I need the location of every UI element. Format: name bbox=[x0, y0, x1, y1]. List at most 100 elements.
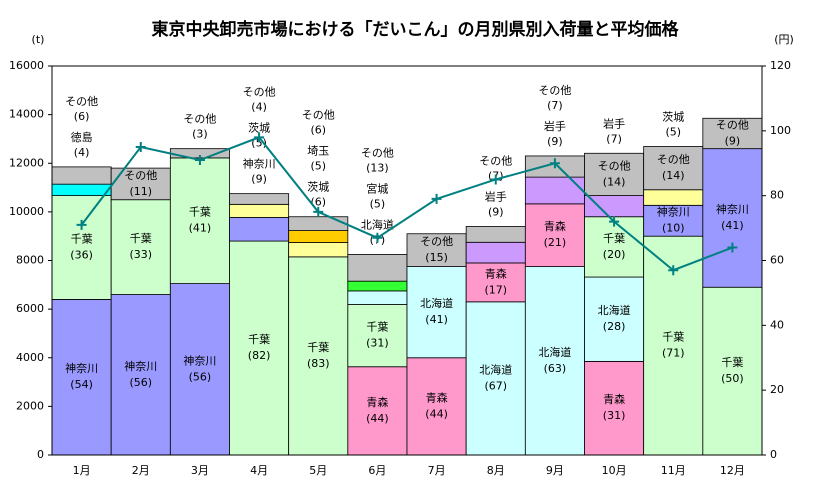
price-marker bbox=[727, 242, 738, 253]
y2-tick-label: 100 bbox=[770, 124, 791, 137]
x-tick-label: 10月 bbox=[602, 464, 627, 477]
bar-segment bbox=[229, 240, 290, 456]
x-tick-label: 11月 bbox=[661, 464, 686, 477]
y-tick-label: 4000 bbox=[16, 351, 44, 364]
segment-name: 青森 bbox=[603, 392, 625, 406]
y-tick-label: 0 bbox=[37, 448, 44, 461]
bar-segment bbox=[584, 195, 645, 218]
segment-share: (67) bbox=[484, 379, 507, 392]
segment-name: 青森 bbox=[485, 266, 507, 280]
segment-name: 岩手 bbox=[603, 116, 625, 130]
segment-share: (7) bbox=[606, 132, 622, 145]
segment-share: (5) bbox=[310, 160, 326, 173]
y2-tick-label: 40 bbox=[770, 318, 784, 331]
segment-share: (11) bbox=[129, 185, 152, 198]
segment-share: (10) bbox=[662, 222, 685, 235]
segment-name: 千葉 bbox=[603, 231, 625, 245]
segment-share: (4) bbox=[251, 101, 267, 114]
segment-share: (41) bbox=[721, 219, 744, 232]
bar-segment bbox=[406, 233, 467, 267]
bar-segment bbox=[584, 276, 645, 362]
segment-name: その他 bbox=[598, 159, 631, 172]
segment-share: (5) bbox=[665, 125, 681, 138]
segment-share: (5) bbox=[370, 197, 386, 210]
segment-share: (31) bbox=[366, 337, 389, 350]
segment-name: その他 bbox=[361, 146, 394, 159]
segment-name: 神奈川 bbox=[65, 361, 98, 375]
bar-segment bbox=[169, 283, 230, 456]
bar-segment bbox=[465, 226, 526, 243]
segment-share: (5) bbox=[251, 137, 267, 150]
segment-share: (82) bbox=[248, 349, 271, 362]
segment-name: 青森 bbox=[544, 219, 566, 233]
bar-segment bbox=[288, 216, 349, 231]
bar-segment bbox=[584, 152, 645, 196]
bar-segment bbox=[288, 256, 349, 456]
y2-tick-label: 20 bbox=[770, 383, 784, 396]
segment-name: 茨城 bbox=[248, 121, 270, 135]
y2-tick-label: 60 bbox=[770, 254, 784, 267]
segment-share: (4) bbox=[74, 146, 90, 159]
segment-share: (36) bbox=[70, 248, 93, 261]
segment-share: (83) bbox=[307, 357, 330, 370]
bar-segment bbox=[643, 189, 704, 206]
segment-share: (9) bbox=[725, 134, 741, 147]
segment-name: 千葉 bbox=[189, 205, 211, 219]
segment-share: (33) bbox=[129, 248, 152, 261]
segment-share: (63) bbox=[544, 362, 567, 375]
segment-share: (20) bbox=[603, 248, 626, 261]
segment-share: (9) bbox=[488, 205, 504, 218]
segment-share: (41) bbox=[425, 313, 448, 326]
segment-name: 徳島 bbox=[71, 130, 93, 144]
x-tick-label: 5月 bbox=[309, 464, 327, 477]
segment-name: 千葉 bbox=[307, 340, 329, 354]
segment-name: その他 bbox=[716, 118, 749, 131]
segment-name: 千葉 bbox=[248, 332, 270, 346]
bar-segment bbox=[524, 176, 585, 205]
segment-share: (6) bbox=[310, 196, 326, 209]
segment-name: 北海道 bbox=[598, 303, 631, 317]
segment-name: その他 bbox=[479, 154, 512, 167]
segment-share: (6) bbox=[74, 110, 90, 123]
segment-name: 茨城 bbox=[662, 109, 684, 123]
bar-segment bbox=[524, 203, 585, 267]
bar-segment bbox=[465, 241, 526, 264]
segment-name: 北海道 bbox=[361, 217, 394, 231]
segment-name: その他 bbox=[420, 235, 453, 248]
segment-name: 茨城 bbox=[307, 180, 329, 194]
bar-segment bbox=[51, 298, 112, 456]
y2-tick-label: 120 bbox=[770, 59, 791, 72]
segment-name: 岩手 bbox=[544, 119, 566, 133]
segment-share: (56) bbox=[189, 370, 212, 383]
x-tick-label: 9月 bbox=[546, 464, 564, 477]
x-tick-label: 12月 bbox=[720, 464, 745, 477]
y-tick-label: 2000 bbox=[16, 399, 44, 412]
y-tick-label: 14000 bbox=[9, 108, 44, 121]
y2-tick-label: 80 bbox=[770, 189, 784, 202]
y-unit: (t) bbox=[32, 33, 45, 46]
segment-share: (50) bbox=[721, 372, 744, 385]
y-tick-label: 6000 bbox=[16, 302, 44, 315]
bar-segment bbox=[51, 195, 112, 300]
bar-segment bbox=[110, 199, 171, 295]
segment-name: 北海道 bbox=[479, 362, 512, 376]
segment-name: 宮城 bbox=[366, 181, 388, 195]
segment-name: 神奈川 bbox=[243, 157, 276, 171]
segment-name: その他 bbox=[302, 109, 335, 122]
segment-name: その他 bbox=[124, 169, 157, 182]
segment-share: (7) bbox=[547, 99, 563, 112]
bar-segment bbox=[702, 148, 763, 288]
bar-segment bbox=[347, 366, 408, 456]
segment-share: (41) bbox=[189, 222, 212, 235]
segment-share: (9) bbox=[547, 135, 563, 148]
price-marker bbox=[194, 155, 205, 166]
segment-share: (44) bbox=[366, 412, 389, 425]
x-tick-label: 1月 bbox=[73, 464, 91, 477]
segment-share: (3) bbox=[192, 128, 208, 141]
x-tick-label: 4月 bbox=[250, 464, 268, 477]
segment-name: 神奈川 bbox=[183, 353, 216, 367]
x-tick-label: 3月 bbox=[191, 464, 209, 477]
price-marker bbox=[668, 265, 679, 276]
segment-name: 埼玉 bbox=[307, 144, 329, 158]
